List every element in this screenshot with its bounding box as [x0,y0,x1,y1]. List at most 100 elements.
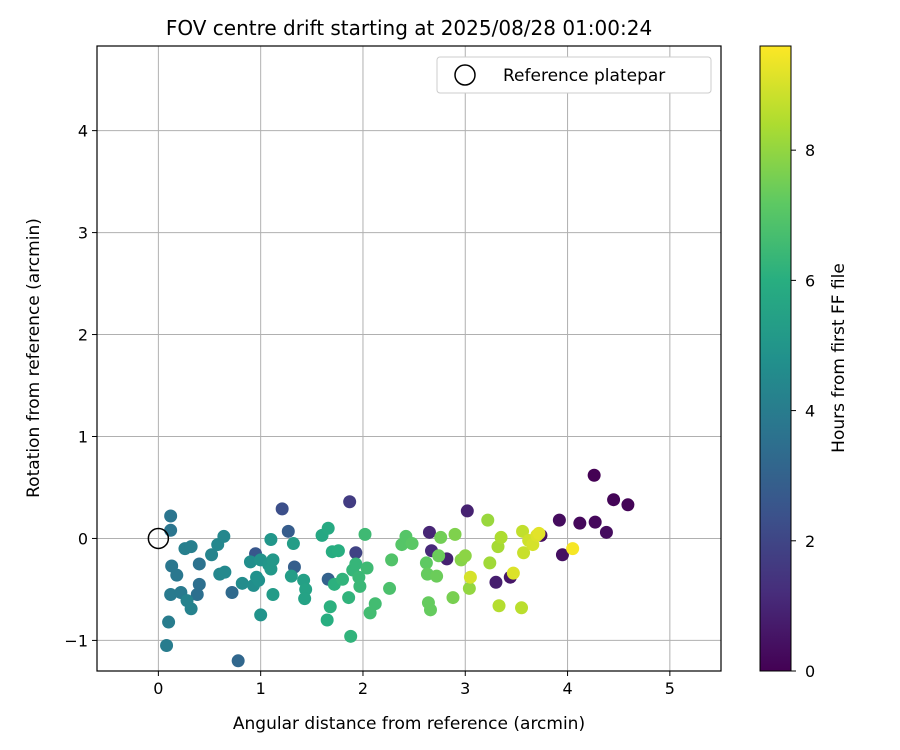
data-point [205,548,219,562]
x-tick-label: 0 [153,679,163,698]
data-point [460,504,474,518]
data-point [323,600,337,614]
grid-lines [97,46,721,671]
data-point [164,588,178,602]
data-point [483,556,497,570]
data-point [419,556,433,570]
data-point [517,546,531,560]
x-tick-label: 1 [256,679,266,698]
data-point [170,568,184,582]
data-point [432,549,446,563]
data-point [321,521,335,535]
data-point [349,557,363,571]
data-point [344,629,358,643]
y-tick-label: 1 [78,427,88,446]
colorbar-gradient [759,45,792,672]
data-point [555,548,569,562]
data-point [160,639,174,653]
data-point [446,591,460,605]
data-point [266,588,280,602]
data-point [164,523,178,537]
data-point [463,570,477,584]
data-point [566,542,580,556]
data-point [218,565,232,579]
data-point [494,530,508,544]
reference-point [147,527,170,550]
data-point [552,513,566,527]
data-point [184,602,198,616]
colorbar-tick-label: 0 [805,662,815,681]
data-point [264,532,278,546]
data-point [331,544,345,558]
data-point [481,513,495,527]
data-point [383,581,397,595]
colorbar-tick-label: 6 [805,271,815,290]
data-point [342,591,356,605]
data-point [423,603,437,617]
data-point [368,597,382,611]
data-point [353,579,367,593]
y-axis-ticks: −1 0 1 2 3 4 [64,122,97,650]
data-point [516,524,530,538]
colorbar-tick-label: 4 [805,402,815,421]
data-point [489,575,503,589]
data-point [621,498,635,512]
x-tick-label: 3 [460,679,470,698]
data-point [506,566,520,580]
data-point [190,588,204,602]
data-point [320,613,334,627]
data-point [587,468,601,482]
data-point [192,557,206,571]
chart-title: FOV centre drift starting at 2025/08/28 … [166,16,652,40]
x-axis-ticks: 0 1 2 3 4 5 [153,671,675,698]
data-point [252,573,266,587]
legend: Reference platepar [436,56,712,94]
colorbar-tick-label: 2 [805,532,815,551]
x-axis-label: Angular distance from reference (arcmin) [233,714,585,734]
data-point [281,524,295,538]
data-point [184,540,198,554]
data-point [607,493,621,507]
legend-label: Reference platepar [503,66,665,86]
data-point [349,546,363,560]
data-point [243,555,257,569]
y-tick-label: 2 [78,326,88,345]
y-tick-label: 4 [78,122,88,141]
data-point [588,515,602,529]
data-point [385,553,399,567]
data-point [599,525,613,539]
data-point [217,529,231,543]
data-point [573,516,587,530]
data-point [336,572,350,586]
data-point [235,576,249,590]
colorbar-ticks: 0 2 4 6 8 [791,141,815,681]
data-point [162,615,176,629]
colorbar: 0 2 4 6 8 Hours from first FF file [759,45,849,681]
data-point [286,537,300,551]
y-tick-label: −1 [64,631,88,650]
data-point [492,599,506,613]
data-point [434,530,448,544]
data-point [254,608,268,622]
data-point [298,592,312,606]
x-tick-label: 4 [562,679,572,698]
plot-frame [96,45,722,672]
data-point [515,601,529,615]
data-point [405,537,419,551]
y-tick-label: 3 [78,224,88,243]
scatter-points [147,468,635,668]
data-point [422,525,436,539]
data-point [164,509,178,523]
data-point [192,577,206,591]
x-tick-label: 5 [665,679,675,698]
data-point [275,502,289,516]
data-point [284,569,298,583]
y-axis-label: Rotation from reference (arcmin) [24,218,44,498]
data-point [462,581,476,595]
legend-marker [454,64,476,86]
data-point [430,569,444,583]
data-point [225,585,239,599]
data-point [532,526,546,540]
legend-box [436,56,712,94]
